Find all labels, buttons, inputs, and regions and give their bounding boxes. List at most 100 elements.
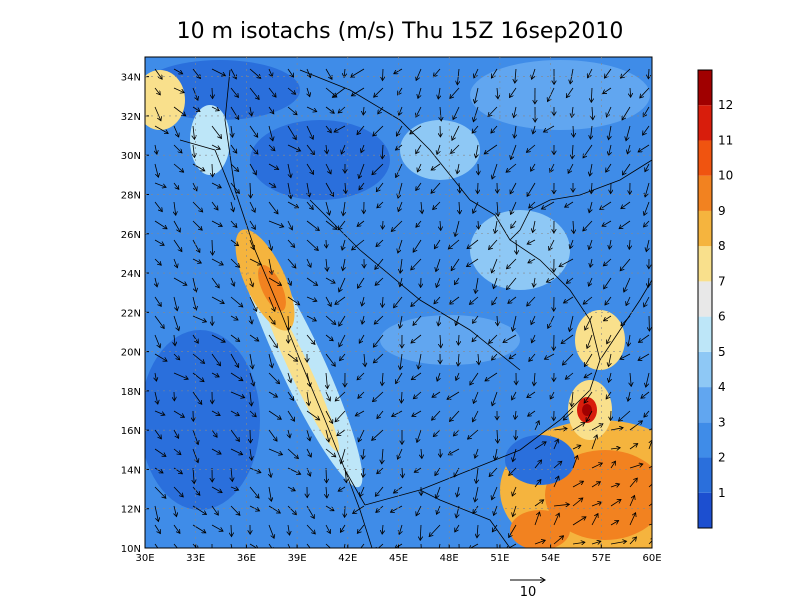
- wind-arrow: [475, 277, 479, 293]
- wind-arrow: [376, 182, 384, 192]
- wind-arrow: [374, 315, 384, 324]
- wind-arrow: [230, 182, 239, 193]
- wind-arrow: [413, 239, 422, 252]
- wind-arrow: [269, 239, 272, 250]
- wind-arrow: [363, 448, 364, 459]
- wind-arrow: [626, 296, 631, 306]
- wind-arrow: [412, 410, 422, 416]
- wind-arrow: [610, 428, 623, 430]
- wind-arrow: [398, 201, 403, 212]
- wind-arrow: [377, 467, 384, 474]
- wind-arrow: [287, 296, 300, 305]
- wind-arrow: [509, 524, 517, 537]
- wind-arrow: [173, 486, 183, 497]
- wind-arrow: [211, 182, 221, 188]
- wind-arrow: [628, 334, 630, 346]
- wind-arrow: [566, 87, 574, 98]
- wind-arrow: [528, 410, 536, 416]
- wind-arrow: [572, 455, 578, 469]
- wind-arrow: [449, 410, 460, 421]
- wind-arrow: [326, 372, 328, 389]
- wind-arrow: [335, 296, 346, 304]
- wind-arrow: [493, 277, 498, 289]
- wind-arrow: [325, 524, 330, 533]
- wind-arrow: [154, 334, 160, 348]
- colorbar-label: 8: [718, 239, 726, 253]
- wind-arrow: [376, 505, 384, 512]
- x-tick-label: 33E: [186, 553, 205, 564]
- wind-arrow: [249, 258, 261, 265]
- wind-arrow: [506, 543, 517, 548]
- wind-arrow: [268, 106, 274, 114]
- wind-arrow: [512, 391, 517, 400]
- wind-arrow: [491, 125, 498, 133]
- colorbar-label: 3: [718, 415, 726, 429]
- wind-arrow: [174, 505, 177, 517]
- wind-arrow: [414, 467, 422, 472]
- wind-arrow: [432, 391, 441, 397]
- wind-arrow: [288, 524, 290, 535]
- wind-arrow: [396, 163, 403, 177]
- wind-arrow: [382, 296, 383, 307]
- wind-arrow: [249, 334, 259, 341]
- wind-arrow: [212, 163, 213, 177]
- wind-arrow: [173, 220, 180, 232]
- wind-arrow: [514, 106, 516, 118]
- wind-arrow: [211, 258, 223, 265]
- wind-arrow: [326, 144, 327, 154]
- wind-arrow: [268, 258, 272, 274]
- wind-arrow: [641, 391, 650, 398]
- wind-arrow: [268, 182, 276, 187]
- wind-arrow: [645, 182, 650, 197]
- wind-arrow: [377, 201, 384, 208]
- wind-arrow: [417, 429, 422, 442]
- wind-arrow: [306, 163, 314, 174]
- wind-arrow: [192, 201, 203, 212]
- wind-arrow: [513, 505, 517, 517]
- wind-arrow: [287, 486, 295, 491]
- x-tick-label: 57E: [592, 553, 611, 564]
- wind-arrow: [211, 505, 218, 515]
- wind-arrow: [648, 503, 652, 507]
- wind-arrow: [192, 448, 198, 463]
- wind-arrow: [341, 448, 346, 464]
- wind-arrow: [287, 68, 294, 77]
- wind-arrow: [610, 521, 619, 526]
- wind-arrow: [586, 410, 593, 422]
- wind-arrow: [363, 106, 364, 115]
- wind-arrow: [344, 68, 345, 77]
- wind-arrow: [411, 334, 422, 343]
- wind-arrow: [451, 258, 460, 271]
- wind-arrow: [509, 87, 517, 97]
- wind-arrow: [325, 182, 334, 196]
- wind-arrow: [307, 391, 309, 406]
- wind-arrow: [361, 144, 364, 153]
- wind-arrow: [211, 486, 222, 493]
- wind-arrow: [154, 410, 165, 415]
- wind-arrow: [230, 296, 243, 307]
- wind-arrow: [606, 106, 612, 117]
- wind-arrow: [568, 163, 574, 173]
- wind-arrow: [325, 334, 333, 341]
- wind-arrow: [590, 258, 592, 267]
- wind-arrow: [618, 410, 631, 421]
- wind-arrow: [553, 439, 558, 450]
- wind-arrow: [450, 87, 460, 98]
- wind-arrow: [154, 163, 158, 177]
- wind-arrow: [491, 68, 498, 78]
- wind-arrow: [607, 334, 612, 344]
- wind-arrow: [416, 220, 422, 227]
- wind-arrow: [473, 410, 479, 422]
- wind-arrow: [173, 106, 186, 116]
- wind-arrow: [268, 334, 277, 348]
- wind-arrow: [610, 541, 627, 545]
- wind-arrow: [306, 277, 318, 285]
- wind-arrow: [438, 315, 440, 326]
- wind-arrow: [340, 524, 346, 532]
- wind-arrow: [230, 543, 233, 548]
- wind-arrow: [192, 505, 206, 515]
- wind-arrow: [459, 201, 460, 214]
- colorbar-label: 11: [718, 133, 733, 147]
